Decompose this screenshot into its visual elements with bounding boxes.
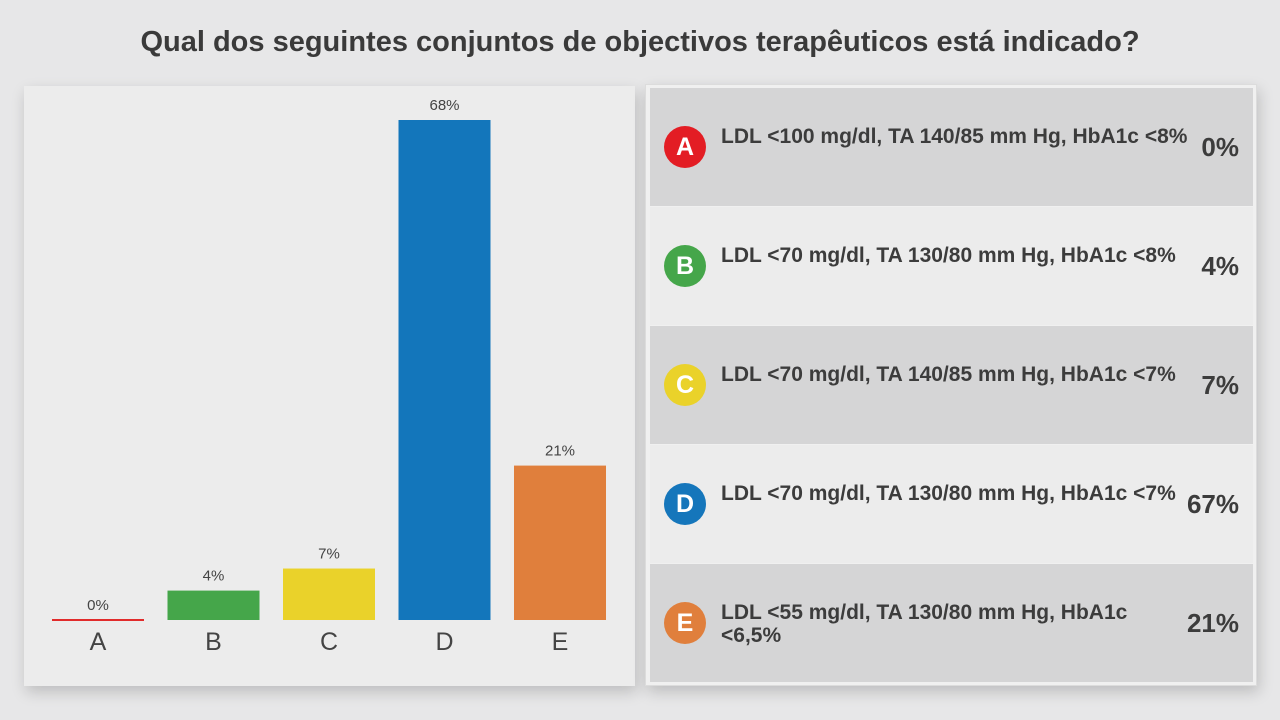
bar-value-label-c: 7% [318, 546, 340, 563]
question-title: Qual dos seguintes conjuntos de objectiv… [140, 26, 1140, 58]
category-label-e: E [552, 628, 569, 656]
option-text-a: LDL <100 mg/dl, TA 140/85 mm Hg, HbA1c <… [721, 125, 1188, 148]
bar-value-label-d: 68% [429, 97, 459, 114]
answer-options-panel: A LDL <100 mg/dl, TA 140/85 mm Hg, HbA1c… [645, 84, 1257, 686]
option-text-b: LDL <70 mg/dl, TA 130/80 mm Hg, HbA1c <8… [721, 244, 1176, 267]
bar-value-label-e: 21% [545, 443, 575, 460]
option-percent-b: 4% [1201, 251, 1239, 281]
option-text-c: LDL <70 mg/dl, TA 140/85 mm Hg, HbA1c <7… [721, 363, 1176, 386]
option-text-e: LDL <55 mg/dl, TA 130/80 mm Hg, HbA1c <6… [721, 601, 1128, 647]
category-label-d: D [435, 628, 453, 656]
option-badge-c: C [664, 364, 706, 406]
option-percent-c: 7% [1201, 370, 1239, 400]
option-row-e[interactable]: E LDL <55 mg/dl, TA 130/80 mm Hg, HbA1c … [650, 564, 1253, 682]
option-badge-e: E [664, 602, 706, 644]
bar-value-label-a: 0% [87, 597, 109, 614]
option-percent-d: 67% [1186, 489, 1239, 519]
option-badge-b: B [664, 245, 706, 287]
category-label-c: C [320, 628, 338, 656]
option-row-c[interactable]: C LDL <70 mg/dl, TA 140/85 mm Hg, HbA1c … [650, 326, 1253, 444]
option-percent-a: 0% [1201, 132, 1239, 162]
bar-a [52, 619, 144, 621]
bar-value-label-b: 4% [203, 568, 225, 585]
option-badge-d: D [664, 483, 706, 525]
option-row-d[interactable]: D LDL <70 mg/dl, TA 130/80 mm Hg, HbA1c … [650, 445, 1253, 563]
bar-c [283, 568, 375, 620]
option-percent-e: 21% [1186, 608, 1239, 638]
option-row-a[interactable]: A LDL <100 mg/dl, TA 140/85 mm Hg, HbA1c… [650, 88, 1253, 206]
bar-chart-panel: 0% A 4% B 7% C 68% D 21% E [24, 86, 635, 686]
option-badge-a: A [664, 126, 706, 168]
option-text-d: LDL <70 mg/dl, TA 130/80 mm Hg, HbA1c <7… [721, 482, 1176, 505]
option-row-b[interactable]: B LDL <70 mg/dl, TA 130/80 mm Hg, HbA1c … [650, 207, 1253, 325]
bar-d [398, 120, 491, 620]
bar-chart: 0% A 4% B 7% C 68% D 21% E [52, 97, 606, 656]
bar-e [514, 465, 606, 620]
category-label-a: A [90, 628, 107, 656]
bar-b [167, 590, 260, 620]
category-label-b: B [205, 628, 222, 656]
